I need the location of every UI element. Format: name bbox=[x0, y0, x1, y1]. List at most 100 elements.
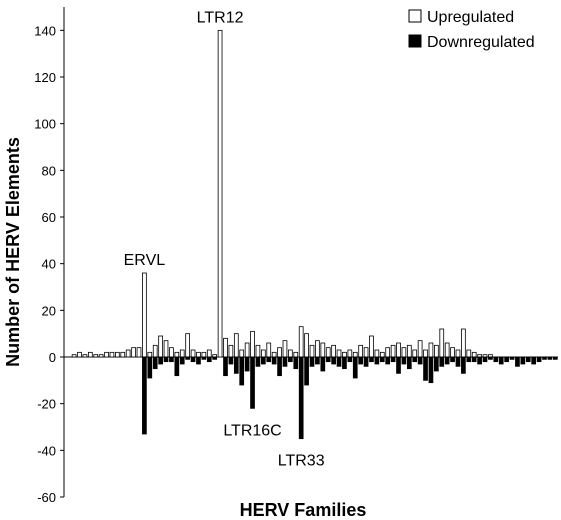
bar-downregulated bbox=[461, 356, 466, 374]
bar-downregulated bbox=[423, 356, 428, 381]
bar-downregulated bbox=[369, 356, 374, 363]
y-tick-label: 60 bbox=[42, 210, 56, 225]
bar-upregulated bbox=[174, 351, 180, 358]
bar-upregulated bbox=[223, 337, 228, 358]
bar-upregulated bbox=[406, 344, 412, 358]
bar-downregulated bbox=[444, 356, 450, 365]
bar-downregulated bbox=[309, 356, 315, 367]
bar-downregulated bbox=[304, 356, 309, 386]
bar-downregulated bbox=[206, 356, 212, 363]
bar-upregulated bbox=[250, 330, 255, 358]
bar-downregulated bbox=[152, 356, 158, 370]
bar-downregulated bbox=[163, 356, 169, 363]
y-tick-label: -20 bbox=[37, 397, 56, 412]
bar-upregulated bbox=[304, 333, 309, 358]
bar-upregulated bbox=[342, 351, 347, 358]
bar-upregulated bbox=[347, 349, 353, 358]
y-tick-label: 40 bbox=[42, 257, 56, 272]
bar-upregulated bbox=[412, 349, 418, 358]
bar-downregulated bbox=[471, 356, 477, 363]
bar-downregulated bbox=[255, 356, 261, 367]
bar-upregulated bbox=[401, 347, 407, 358]
bar-downregulated bbox=[520, 356, 526, 365]
bar-downregulated bbox=[223, 356, 228, 377]
bar-upregulated bbox=[255, 344, 261, 358]
bar-upregulated bbox=[185, 333, 190, 358]
bar-upregulated bbox=[434, 344, 439, 358]
bar-downregulated bbox=[385, 356, 391, 365]
bar-upregulated bbox=[363, 347, 369, 358]
bar-downregulated bbox=[147, 356, 153, 379]
bar-upregulated bbox=[293, 351, 299, 358]
bar-downregulated bbox=[504, 356, 509, 363]
bar-downregulated bbox=[358, 356, 364, 365]
bar-downregulated bbox=[374, 356, 380, 365]
annotations: ERVL LTR12 LTR16C LTR33 bbox=[124, 9, 325, 469]
bar-upregulated bbox=[277, 347, 282, 358]
bar-upregulated bbox=[206, 349, 212, 358]
bar-downregulated bbox=[266, 356, 272, 363]
bar-upregulated bbox=[98, 354, 104, 358]
bar-upregulated bbox=[461, 328, 466, 358]
bar-upregulated bbox=[179, 349, 185, 358]
bar-upregulated bbox=[233, 333, 239, 358]
bar-downregulated bbox=[498, 356, 504, 365]
bar-downregulated bbox=[417, 356, 423, 365]
bar-downregulated bbox=[293, 356, 299, 370]
bar-downregulated bbox=[455, 356, 461, 367]
bar-downregulated bbox=[434, 356, 439, 372]
bar-downregulated bbox=[271, 356, 277, 365]
bar-upregulated bbox=[444, 342, 450, 358]
bar-downregulated bbox=[185, 356, 190, 360]
bar-downregulated bbox=[477, 356, 482, 365]
bar-upregulated bbox=[428, 342, 434, 358]
bar-upregulated bbox=[266, 342, 272, 358]
bar-downregulated bbox=[482, 356, 488, 363]
bar-upregulated bbox=[93, 354, 99, 358]
bar-upregulated bbox=[390, 344, 396, 358]
bar-downregulated bbox=[493, 356, 499, 363]
bar-upregulated bbox=[82, 354, 88, 358]
bar-upregulated bbox=[87, 351, 93, 358]
bar-upregulated bbox=[288, 349, 293, 358]
bar-upregulated bbox=[152, 344, 158, 358]
legend-swatch-downregulated bbox=[408, 34, 422, 48]
bar-downregulated bbox=[260, 356, 266, 365]
bar-downregulated bbox=[412, 356, 418, 363]
annotation-ltr12: LTR12 bbox=[197, 9, 244, 26]
bar-downregulated bbox=[390, 356, 396, 363]
bar-downregulated bbox=[277, 356, 282, 377]
bar-downregulated bbox=[336, 356, 342, 367]
bar-upregulated bbox=[71, 354, 77, 358]
bar-upregulated bbox=[315, 340, 320, 358]
bar-upregulated bbox=[396, 342, 401, 358]
bar-downregulated bbox=[320, 356, 326, 372]
bar-downregulated bbox=[525, 356, 531, 363]
bar-downregulated bbox=[190, 356, 196, 363]
bar-downregulated bbox=[233, 356, 239, 374]
y-tick-label: 80 bbox=[42, 163, 56, 178]
bar-upregulated bbox=[466, 349, 472, 358]
bar-downregulated bbox=[288, 356, 293, 363]
bar-downregulated bbox=[142, 356, 147, 435]
bar-upregulated bbox=[201, 351, 207, 358]
y-tick-label: 120 bbox=[34, 70, 56, 85]
bar-downregulated bbox=[201, 356, 207, 360]
y-tick-label: 140 bbox=[34, 23, 56, 38]
bar-upregulated bbox=[104, 351, 109, 358]
legend-label-downregulated: Downregulated bbox=[427, 34, 535, 51]
bar-downregulated bbox=[228, 356, 234, 365]
bar-upregulated bbox=[417, 340, 423, 358]
bar-upregulated bbox=[385, 347, 391, 358]
bar-downregulated bbox=[331, 356, 336, 365]
bar-downregulated bbox=[401, 356, 407, 365]
bar-upregulated bbox=[228, 344, 234, 358]
y-tick-label: 100 bbox=[34, 117, 56, 132]
bar-downregulated bbox=[466, 356, 472, 363]
bar-downregulated bbox=[363, 356, 369, 367]
bar-downregulated bbox=[342, 356, 347, 370]
bar-downregulated bbox=[352, 356, 358, 379]
bar-upregulated bbox=[455, 349, 461, 358]
bar-downregulated bbox=[250, 356, 255, 409]
bar-downregulated bbox=[298, 356, 304, 440]
